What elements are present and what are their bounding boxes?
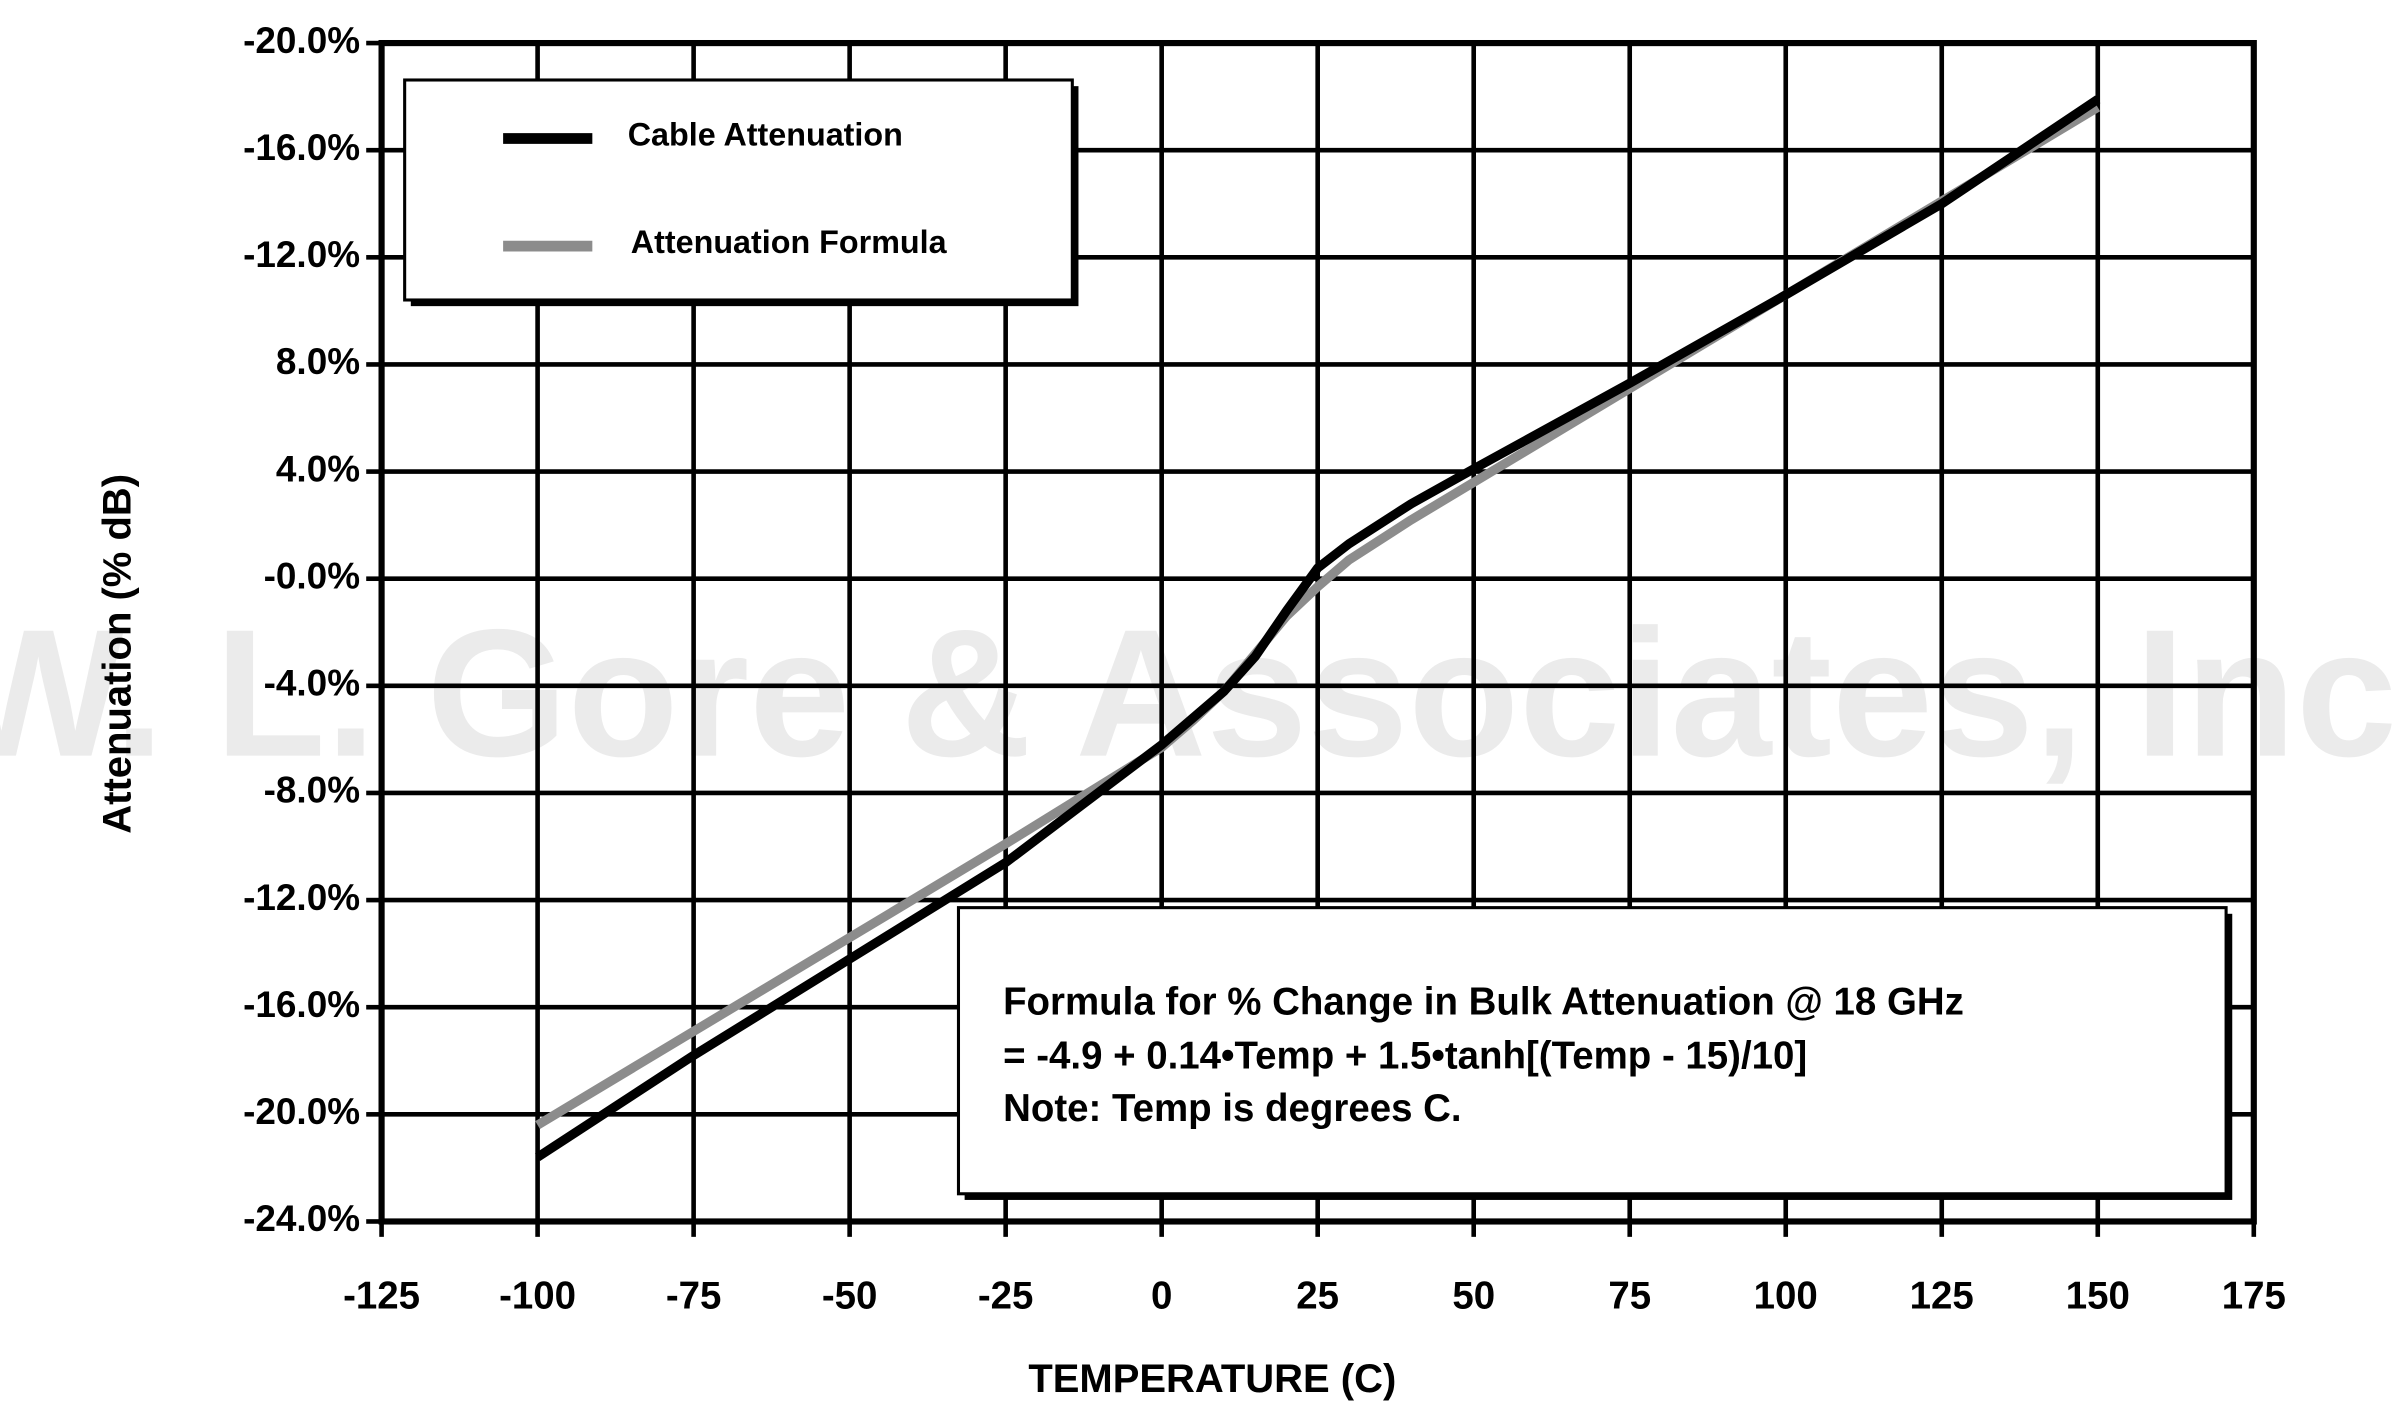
x-tick-label: -75 bbox=[666, 1275, 722, 1318]
legend-label: Cable Attenuation bbox=[628, 116, 903, 152]
x-tick-label: 75 bbox=[1608, 1275, 1651, 1318]
x-tick-label: -50 bbox=[822, 1275, 878, 1318]
annotation-text: Note: Temp is degrees C. bbox=[1003, 1087, 1462, 1130]
y-tick-label: -16.0% bbox=[243, 127, 360, 168]
line-series bbox=[535, 95, 2101, 1162]
legend-label: Attenuation Formula bbox=[631, 224, 948, 260]
annotation-box bbox=[956, 906, 2228, 1196]
annotation-text: = -4.9 + 0.14•Temp + 1.5•tanh[(Temp - 15… bbox=[1003, 1035, 1807, 1078]
x-tick-label: 150 bbox=[2066, 1275, 2130, 1318]
y-tick-label: 8.0% bbox=[276, 341, 360, 382]
y-tick-label: 4.0% bbox=[276, 448, 360, 489]
x-tick-label: -100 bbox=[499, 1275, 576, 1318]
y-tick-label: -20.0% bbox=[243, 1091, 360, 1132]
y-axis-label: Attenuation (% dB) bbox=[96, 474, 140, 834]
x-tick-label: 100 bbox=[1754, 1275, 1818, 1318]
y-tick-label: -16.0% bbox=[243, 984, 360, 1025]
y-tick-label: -20.0% bbox=[243, 20, 360, 61]
annotation-text: Formula for % Change in Bulk Attenuation… bbox=[1003, 981, 1964, 1024]
y-tick-label: -4.0% bbox=[264, 663, 360, 704]
plot-frame bbox=[378, 39, 2257, 1225]
x-tick-label: 125 bbox=[1910, 1275, 1974, 1318]
x-tick-label: 0 bbox=[1151, 1275, 1172, 1318]
y-tick-label: -8.0% bbox=[264, 770, 360, 811]
legend-box bbox=[403, 78, 1074, 302]
watermark: W. L. Gore & Associates, Inc. bbox=[0, 593, 2400, 795]
x-tick-label: 50 bbox=[1452, 1275, 1495, 1318]
x-tick-label: 175 bbox=[2222, 1275, 2286, 1318]
y-tick-label: -12.0% bbox=[243, 234, 360, 275]
y-tick-label: -0.0% bbox=[264, 555, 360, 596]
y-tick-label: -12.0% bbox=[243, 877, 360, 918]
x-tick-label: -125 bbox=[343, 1275, 420, 1318]
x-axis-label: TEMPERATURE (C) bbox=[1028, 1357, 1396, 1401]
x-tick-label: 25 bbox=[1296, 1275, 1339, 1318]
y-tick-label: -24.0% bbox=[243, 1198, 360, 1239]
x-tick-label: -25 bbox=[978, 1275, 1034, 1318]
